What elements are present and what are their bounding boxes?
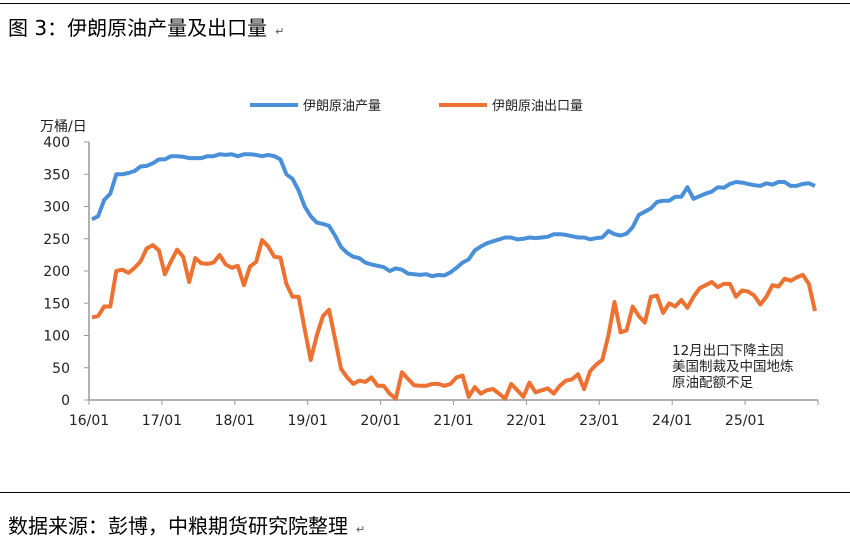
x-tick-label: 22/01: [506, 413, 546, 429]
y-tick-label: 0: [61, 393, 70, 409]
y-axis-unit: 万桶/日: [40, 119, 87, 135]
annotation-line: 12月出口下降主因: [672, 343, 784, 359]
source-note: 数据来源：彭博，中粮期货研究院整理 ↵: [8, 510, 365, 539]
top-rule: [0, 3, 850, 4]
x-tick-label: 19/01: [288, 413, 328, 429]
y-tick-label: 200: [43, 264, 70, 280]
x-tick-label: 24/01: [652, 413, 692, 429]
y-tick-label: 400: [43, 135, 70, 151]
y-tick-label: 300: [43, 200, 70, 216]
x-tick-label: 21/01: [433, 413, 473, 429]
source-text: 数据来源：彭博，中粮期货研究院整理: [8, 514, 348, 538]
legend-label: 伊朗原油出口量: [492, 99, 583, 114]
series-line-exports: [91, 238, 817, 401]
annotation-line: 美国制裁及中国地炼: [672, 359, 794, 375]
y-tick-label: 250: [43, 232, 70, 248]
y-tick-label: 350: [43, 167, 70, 183]
x-tick-label: 23/01: [579, 413, 619, 429]
figure-title: 图 3：伊朗原油产量及出口量 ↵: [8, 12, 284, 41]
x-tick-label: 18/01: [215, 413, 255, 429]
x-tick-label: 17/01: [142, 413, 182, 429]
annotation-line: 原油配额不足: [672, 375, 753, 391]
legend-label: 伊朗原油产量: [303, 99, 381, 114]
series-line-production: [91, 152, 816, 279]
y-tick-label: 100: [43, 329, 70, 345]
paragraph-mark-icon: ↵: [356, 523, 366, 536]
x-tick-label: 25/01: [725, 413, 765, 429]
y-tick-label: 50: [52, 361, 70, 377]
bottom-rule: [0, 492, 850, 493]
y-tick-label: 150: [43, 296, 70, 312]
x-tick-label: 16/01: [69, 413, 109, 429]
x-tick-label: 20/01: [360, 413, 400, 429]
chart: 0 50 100 150 200 250 300 350 400 16/01 17/01 18/01 1…: [40, 99, 819, 429]
figure-title-text: 图 3：伊朗原油产量及出口量: [8, 16, 268, 40]
paragraph-mark-icon: ↵: [275, 25, 285, 38]
